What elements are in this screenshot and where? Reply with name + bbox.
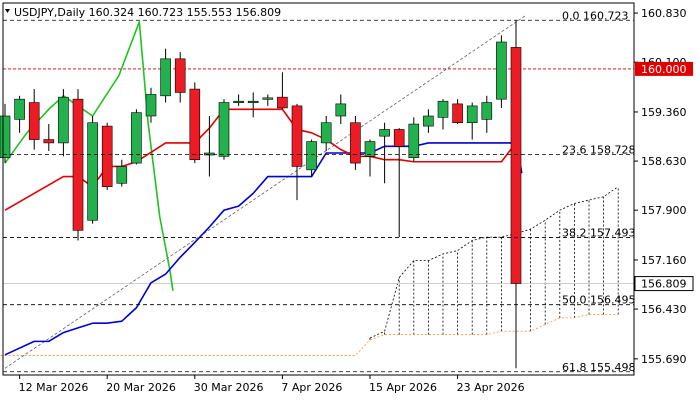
candle-body <box>14 98 25 120</box>
candle-body <box>481 102 493 120</box>
candle-body <box>101 125 113 187</box>
candle-body <box>466 105 478 124</box>
candle-body <box>247 100 259 103</box>
candle-body <box>393 129 405 147</box>
last-price-tag <box>634 276 694 292</box>
y-tick-label: 155.690 <box>641 353 687 366</box>
candle-body <box>408 123 420 159</box>
y-tick-label: 158.630 <box>641 155 687 168</box>
fibonacci-levels: 0.0 160.723 23.6 158.728 38.2 157.493 50.0 … <box>3 9 635 374</box>
fib-label: 61.8 155.498 <box>562 361 635 374</box>
x-tick-label: 30 Mar 2026 <box>194 381 264 394</box>
candle-body <box>364 141 376 157</box>
candle-body <box>306 141 317 171</box>
candle-body <box>291 105 303 167</box>
candle-body <box>277 96 288 109</box>
last-price-label: 156.809 <box>641 278 687 291</box>
candle-body <box>87 122 98 221</box>
candle-body <box>335 103 347 117</box>
candle-body <box>262 97 274 100</box>
y-tick-label: 160.830 <box>641 7 687 20</box>
candle-body <box>350 122 361 164</box>
candle-body <box>204 152 215 156</box>
plot-frame <box>2 2 635 376</box>
candle-body <box>116 166 128 184</box>
y-tick-label: 159.360 <box>641 106 687 119</box>
axes: 160.830160.100159.360158.630157.900157.1… <box>2 2 694 394</box>
x-tick-label: 15 Apr 2026 <box>369 381 437 394</box>
candle-body <box>0 115 11 159</box>
candle-body <box>437 100 449 118</box>
x-tick-label: 12 Mar 2026 <box>19 381 89 394</box>
candle-body <box>379 129 390 137</box>
candle-body <box>218 102 230 157</box>
resistance-price-label: 160.000 <box>641 63 687 76</box>
candle-body <box>174 58 186 93</box>
candle-body <box>43 139 55 144</box>
candle-body <box>160 58 171 97</box>
fib-label: 38.2 157.493 <box>562 227 635 240</box>
collapse-triangle-icon <box>5 9 10 13</box>
fib-label: 50.0 156.495 <box>562 294 635 307</box>
fib-label: 0.0 160.723 <box>562 9 628 22</box>
candle-body <box>233 100 244 103</box>
x-tick-label: 23 Apr 2026 <box>457 381 525 394</box>
candle-body <box>58 96 69 144</box>
fib-label: 23.6 158.728 <box>562 143 635 156</box>
candlesticks <box>0 20 522 369</box>
chikou-span-line <box>4 21 174 292</box>
resistance-price-tag <box>635 61 693 76</box>
x-tick-label: 7 Apr 2026 <box>281 381 342 394</box>
candle-body <box>72 98 84 231</box>
symbol-ohlc-header: USDJPY,Daily 160.324 160.723 155.553 156… <box>14 6 281 19</box>
candle-body <box>452 103 463 124</box>
chart-header: USDJPY,Daily 160.324 160.723 155.553 156… <box>5 6 281 19</box>
candle-body <box>189 88 201 161</box>
candle-body <box>28 102 40 140</box>
candle-body <box>131 112 142 164</box>
candle-body <box>145 94 157 117</box>
x-tick-label: 20 Mar 2026 <box>106 381 176 394</box>
candle-body <box>510 47 522 284</box>
candle-body <box>423 115 434 127</box>
y-tick-label: 157.900 <box>641 204 687 217</box>
y-tick-label: 157.160 <box>641 254 687 267</box>
candle-body <box>320 122 332 144</box>
candle-body <box>496 41 507 100</box>
kijun-sen-line <box>4 142 523 356</box>
y-tick-label: 156.430 <box>641 303 687 316</box>
